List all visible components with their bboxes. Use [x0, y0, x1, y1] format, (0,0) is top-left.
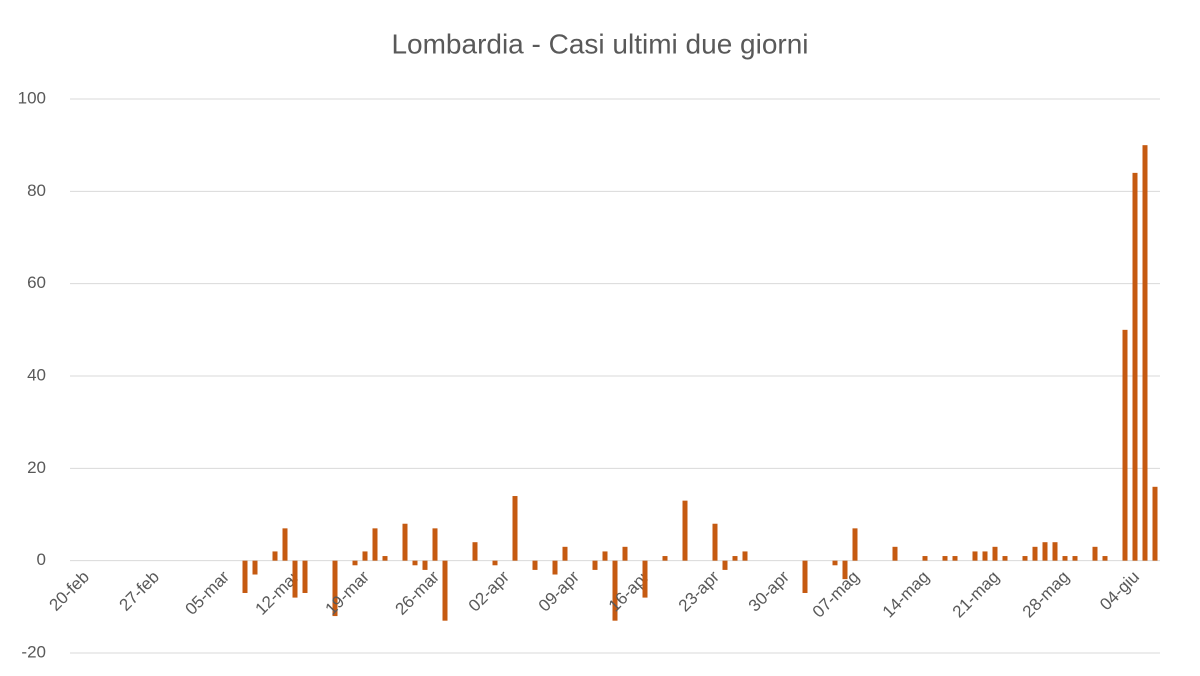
bar — [662, 556, 668, 561]
bar — [712, 523, 718, 561]
bar — [1022, 556, 1028, 561]
bar — [1062, 556, 1068, 561]
bar — [682, 500, 688, 561]
bar — [362, 551, 368, 561]
bar — [1102, 556, 1108, 561]
bar — [552, 560, 558, 575]
bar — [642, 560, 648, 598]
y-tick-label: 20 — [27, 458, 46, 477]
bar — [492, 560, 498, 566]
bar — [612, 560, 618, 621]
bar — [1152, 486, 1158, 561]
bar — [292, 560, 298, 598]
bar — [242, 560, 248, 593]
bar — [372, 528, 378, 561]
y-tick-label: 60 — [27, 273, 46, 292]
bar — [1132, 172, 1138, 561]
bar — [722, 560, 728, 570]
bar — [1142, 145, 1148, 561]
bar — [742, 551, 748, 561]
bar — [992, 546, 998, 561]
chart-title: Lombardia - Casi ultimi due giorni — [391, 28, 808, 59]
bar — [252, 560, 258, 575]
bar — [282, 528, 288, 561]
bar — [982, 551, 988, 561]
bar — [1042, 542, 1048, 561]
bar — [412, 560, 418, 566]
bar — [942, 556, 948, 561]
bar — [1072, 556, 1078, 561]
bar — [922, 556, 928, 561]
bar — [302, 560, 308, 593]
bar — [382, 556, 388, 561]
bar — [802, 560, 808, 593]
bar — [1122, 329, 1128, 561]
bar — [602, 551, 608, 561]
bar — [842, 560, 848, 580]
bar — [1032, 546, 1038, 561]
bar — [732, 556, 738, 561]
bar — [1002, 556, 1008, 561]
bar — [512, 496, 518, 561]
bar — [972, 551, 978, 561]
bar — [562, 546, 568, 561]
y-tick-label: 40 — [27, 365, 46, 384]
bar — [422, 560, 428, 570]
bar — [532, 560, 538, 570]
y-tick-label: 0 — [37, 550, 46, 569]
bar — [832, 560, 838, 566]
bar — [952, 556, 958, 561]
bar — [442, 560, 448, 621]
bar — [472, 542, 478, 561]
bar — [272, 551, 278, 561]
bar — [592, 560, 598, 570]
bar — [1092, 546, 1098, 561]
bar — [1052, 542, 1058, 561]
bar — [402, 523, 408, 561]
bar — [332, 560, 338, 617]
y-tick-label: 100 — [18, 88, 46, 107]
y-tick-label: 80 — [27, 181, 46, 200]
bar — [352, 560, 358, 566]
y-tick-label: -20 — [21, 642, 46, 661]
bar — [892, 546, 898, 561]
bar — [852, 528, 858, 561]
bar — [432, 528, 438, 561]
bar — [622, 546, 628, 561]
